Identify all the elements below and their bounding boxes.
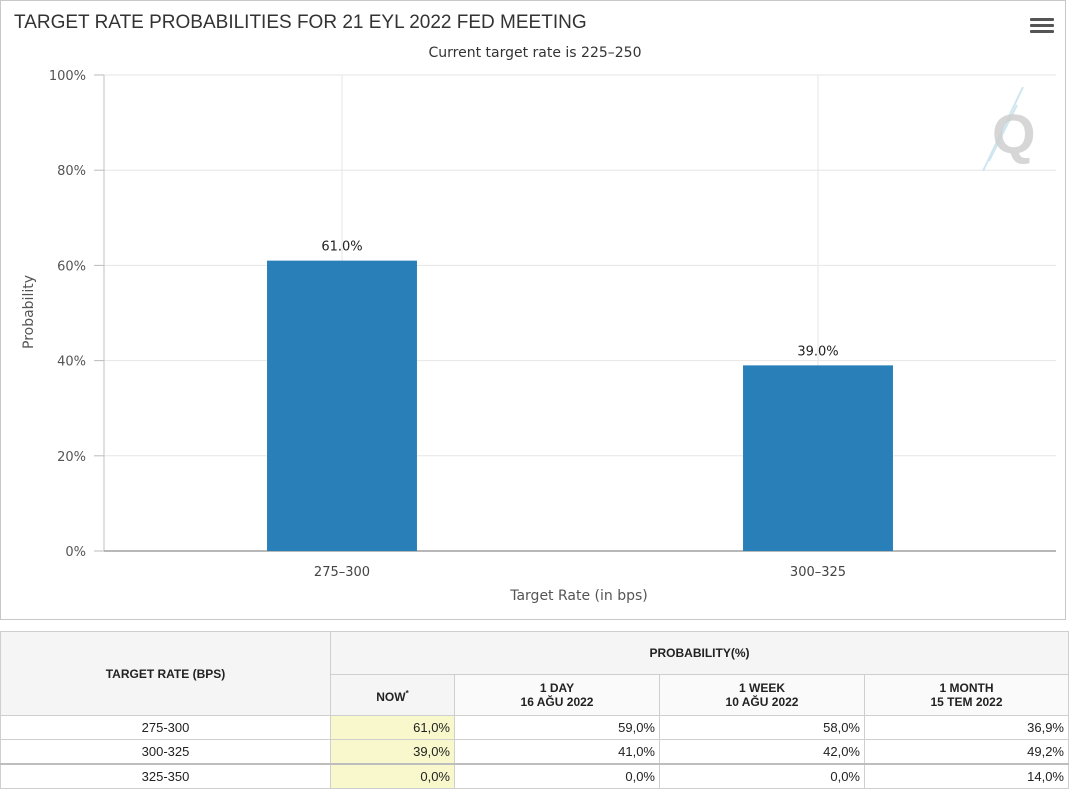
- col-header-1-month: 1 MONTH 15 TEM 2022: [864, 674, 1069, 716]
- target-rate-header: TARGET RATE (BPS): [0, 631, 331, 716]
- col-header-1-day: 1 DAY 16 AĞU 2022: [454, 674, 660, 716]
- x-axis-title: Target Rate (in bps): [509, 588, 648, 604]
- cell-now: 39,0%: [330, 739, 455, 765]
- bar: [743, 365, 893, 551]
- col-header-1-week: 1 WEEK 10 AĞU 2022: [659, 674, 865, 716]
- grid-layer: [94, 74, 1056, 552]
- data-label: 61.0%: [321, 240, 362, 255]
- table-row: 300-325 39,0% 41,0% 42,0% 49,2%: [0, 739, 1069, 765]
- hamburger-menu-icon[interactable]: [1030, 18, 1054, 38]
- y-tick-label: 80%: [57, 164, 86, 179]
- cell-1-week: 0,0%: [659, 763, 865, 789]
- table-row: 275-300 61,0% 59,0% 58,0% 36,9%: [0, 715, 1069, 740]
- y-tick-label: 100%: [49, 69, 86, 84]
- svg-text:Q: Q: [992, 102, 1036, 165]
- cell-1-month: 49,2%: [864, 739, 1069, 765]
- y-tick-label: 40%: [57, 355, 86, 370]
- probability-table: TARGET RATE (BPS) PROBABILITY(%) NOW* 1 …: [0, 631, 1069, 789]
- data-label: 39.0%: [797, 344, 838, 359]
- y-tick-label: 60%: [57, 259, 86, 274]
- row-rate: 275-300: [0, 715, 331, 740]
- cell-1-week: 42,0%: [659, 739, 865, 765]
- cell-1-day: 0,0%: [454, 763, 660, 789]
- chart-title: TARGET RATE PROBABILITIES FOR 21 EYL 202…: [14, 12, 587, 33]
- cell-now: 0,0%: [330, 763, 455, 789]
- cell-1-week: 58,0%: [659, 715, 865, 740]
- label-layer: 0% 20% 40% 60% 80% 100% 61.0% 275–300 39.0% 300–3…: [49, 69, 846, 580]
- bar: [267, 260, 417, 551]
- table-row: 325-350 0,0% 0,0% 0,0% 14,0%: [0, 763, 1069, 789]
- probability-header: PROBABILITY(%): [330, 631, 1069, 675]
- chart-panel: TARGET RATE PROBABILITIES FOR 21 EYL 202…: [0, 0, 1066, 620]
- cell-1-day: 41,0%: [454, 739, 660, 765]
- cell-1-month: 14,0%: [864, 763, 1069, 789]
- bar-chart: TARGET RATE PROBABILITIES FOR 21 EYL 202…: [14, 12, 1056, 604]
- q-logo-watermark: Q: [982, 86, 1036, 172]
- cell-now: 61,0%: [330, 715, 455, 740]
- cell-1-day: 59,0%: [454, 715, 660, 740]
- y-tick-label: 0%: [65, 545, 86, 560]
- bar-layer: [267, 260, 893, 551]
- row-rate: 325-350: [0, 763, 331, 789]
- y-axis-title: Probability: [21, 275, 37, 349]
- chart-subtitle: Current target rate is 225–250: [428, 45, 641, 61]
- cell-1-month: 36,9%: [864, 715, 1069, 740]
- col-header-now: NOW*: [330, 674, 455, 716]
- x-tick-label: 300–325: [790, 565, 846, 580]
- row-rate: 300-325: [0, 739, 331, 765]
- y-tick-label: 20%: [57, 450, 86, 465]
- x-tick-label: 275–300: [314, 565, 370, 580]
